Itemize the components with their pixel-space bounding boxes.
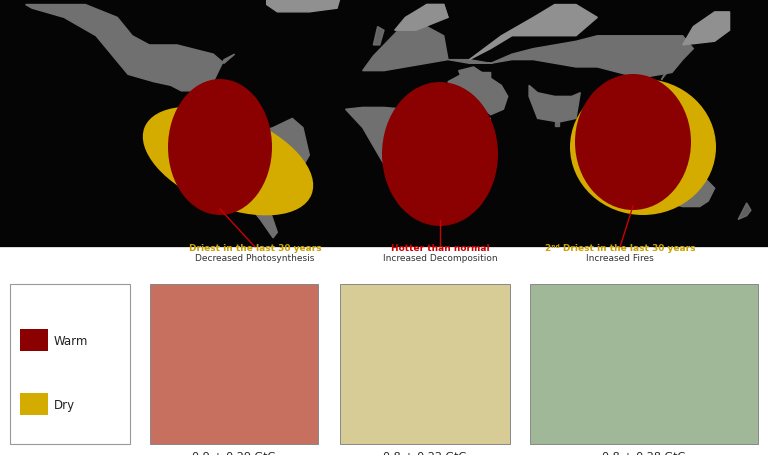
- Ellipse shape: [570, 80, 716, 216]
- Polygon shape: [661, 61, 678, 81]
- Polygon shape: [448, 37, 694, 79]
- Polygon shape: [554, 123, 559, 126]
- Ellipse shape: [382, 83, 498, 227]
- Bar: [20, 329, 48, 351]
- Bar: [340, 284, 510, 444]
- Polygon shape: [598, 128, 640, 152]
- Bar: [10, 284, 130, 444]
- Polygon shape: [373, 27, 384, 46]
- Polygon shape: [683, 13, 730, 46]
- Bar: [150, 284, 318, 444]
- Polygon shape: [738, 203, 751, 220]
- Polygon shape: [346, 108, 491, 202]
- Bar: [0, 0, 768, 248]
- Ellipse shape: [575, 75, 691, 211]
- Polygon shape: [395, 5, 448, 31]
- Polygon shape: [209, 116, 310, 174]
- Polygon shape: [362, 24, 448, 71]
- Text: 2ⁿᵈ Driest in the last 30 years: 2ⁿᵈ Driest in the last 30 years: [545, 243, 695, 253]
- Polygon shape: [529, 86, 581, 123]
- Text: 0.8 ± 0.28 GtC: 0.8 ± 0.28 GtC: [602, 451, 686, 455]
- Text: Dry: Dry: [54, 398, 75, 411]
- Text: Hotter than normal: Hotter than normal: [391, 243, 489, 253]
- Bar: [0, 248, 768, 455]
- Polygon shape: [458, 68, 508, 116]
- Text: Decreased Photosynthesis: Decreased Photosynthesis: [195, 253, 315, 263]
- Polygon shape: [224, 165, 277, 238]
- Polygon shape: [636, 101, 653, 116]
- Polygon shape: [25, 5, 235, 91]
- Polygon shape: [593, 101, 640, 134]
- Bar: [530, 284, 758, 444]
- Ellipse shape: [143, 107, 313, 216]
- Polygon shape: [448, 73, 491, 119]
- Polygon shape: [614, 130, 636, 147]
- Text: Increased Decomposition: Increased Decomposition: [382, 253, 498, 263]
- Polygon shape: [627, 171, 715, 207]
- Polygon shape: [406, 5, 448, 24]
- Polygon shape: [266, 0, 341, 13]
- Text: Warm: Warm: [54, 334, 88, 347]
- Ellipse shape: [168, 80, 272, 216]
- Text: Driest in the last 30 years: Driest in the last 30 years: [189, 243, 321, 253]
- Text: 0.9 ± 0.29 GtC: 0.9 ± 0.29 GtC: [192, 451, 276, 455]
- Polygon shape: [664, 137, 700, 152]
- Text: Increased Fires: Increased Fires: [586, 253, 654, 263]
- Polygon shape: [478, 156, 491, 185]
- Polygon shape: [469, 5, 598, 61]
- Bar: [20, 393, 48, 415]
- Polygon shape: [187, 105, 217, 121]
- Text: 0.8 ± 0.22 GtC: 0.8 ± 0.22 GtC: [383, 451, 467, 455]
